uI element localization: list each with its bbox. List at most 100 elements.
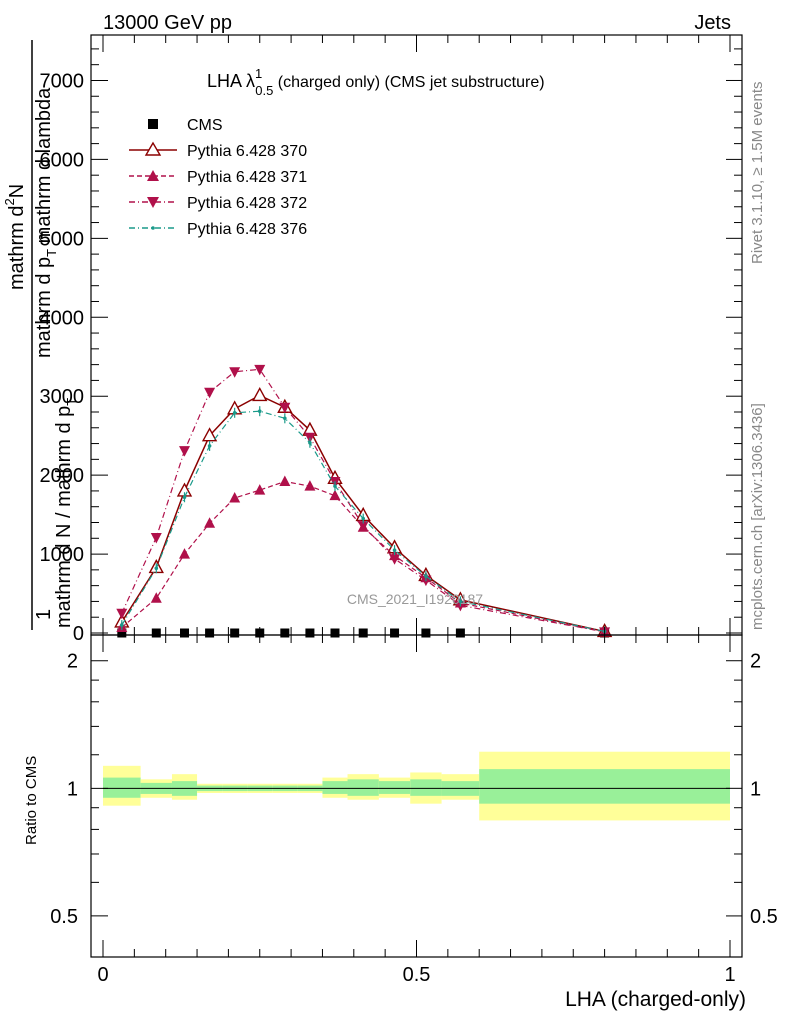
ylabel-denominator-dp: mathrm d pT mathrm d lambda	[33, 87, 59, 358]
data-point	[283, 416, 287, 421]
data-point	[150, 592, 162, 603]
data-point	[180, 628, 190, 638]
data-point	[179, 446, 191, 457]
data-point	[357, 521, 369, 532]
ratio-y-axis-label: Ratio to CMS	[23, 756, 40, 845]
ytick-label: 6000	[40, 149, 85, 171]
data-point	[361, 516, 366, 521]
ylabel-fraction-den-text: mathrm d N / mathrm d p	[53, 406, 75, 628]
ratio-band-inner	[347, 779, 379, 796]
data-point	[358, 628, 368, 638]
data-point	[390, 628, 400, 638]
data-point	[458, 599, 463, 604]
plot-title-main: LHA λ	[207, 71, 255, 91]
data-point	[229, 367, 241, 378]
legend-label: Pythia 6.428 370	[187, 143, 307, 160]
legend-label: CMS	[187, 117, 223, 134]
series-4	[120, 406, 607, 637]
data-point	[204, 387, 216, 399]
ylabel-numerator-sup: 2	[2, 198, 17, 205]
ratio-ytick-label-right: 2	[750, 651, 761, 673]
ratio-ytick-label: 0.5	[50, 906, 78, 928]
legend-marker	[148, 119, 158, 129]
data-point	[150, 532, 162, 544]
ratio-band-inner	[103, 777, 141, 798]
ratio-ytick-label-right: 0.5	[750, 906, 778, 928]
axis-ticks: 0 1000 2000 3000 4000 5000 6000 7000 0.5 0.5 1 1 2 2 0…	[40, 35, 778, 986]
plot-title-rest: (charged only) (CMS jet substructure)	[273, 74, 544, 91]
legend-entry: Pythia 6.428 372	[129, 195, 307, 212]
ytick-label: 1000	[40, 544, 85, 566]
legend-label: Pythia 6.428 376	[187, 221, 307, 238]
data-point	[280, 628, 290, 638]
data-point	[116, 608, 128, 620]
ylabel-denominator-sub: T	[44, 249, 59, 257]
data-point	[182, 495, 187, 500]
ytick-label: 7000	[40, 70, 85, 92]
data-point	[204, 517, 216, 528]
header-right: Jets	[694, 12, 731, 34]
legend-entry: Pythia 6.428 370	[129, 141, 307, 160]
series-line	[121, 410, 605, 633]
data-point	[279, 402, 291, 414]
data-point	[304, 480, 316, 491]
ratio-uncertainty-bands	[103, 751, 730, 821]
legend-marker	[151, 226, 155, 230]
legend-entry: CMS	[148, 117, 223, 134]
ylabel-numerator: mathrm d2N	[2, 184, 28, 290]
ratio-ytick-label: 2	[67, 651, 78, 673]
data-point	[455, 628, 465, 638]
data-point	[333, 484, 337, 488]
data-point	[257, 409, 262, 413]
ytick-label: 0	[73, 623, 84, 645]
data-point	[205, 628, 215, 638]
ratio-ytick-label: 1	[67, 778, 78, 800]
ylabel-fraction-den-sub: T	[64, 398, 79, 406]
mcplots-label: mcplots.cern.ch [arXiv:1306.3436]	[749, 403, 766, 630]
series-line	[121, 394, 605, 633]
series-layer	[114, 364, 613, 638]
ylabel-denominator-rest: mathrm d lambda	[33, 87, 55, 249]
series-2	[116, 475, 611, 637]
data-point	[279, 475, 291, 486]
ytick-label: 3000	[40, 386, 85, 408]
plot-title-sub: 0.5	[255, 83, 273, 98]
ratio-ytick-label-right: 1	[750, 778, 761, 800]
data-point	[424, 574, 428, 578]
ytick-label: 5000	[40, 228, 85, 250]
data-point	[252, 386, 268, 402]
plot-title-sup: 1	[255, 66, 262, 81]
xtick-label: 0	[97, 964, 108, 986]
legend-marker	[144, 141, 162, 156]
analysis-watermark: CMS_2021_I1920187	[347, 591, 483, 607]
legend-marker	[147, 170, 159, 181]
data-point	[330, 628, 340, 638]
data-point	[254, 484, 266, 495]
ylabel-fraction-one: 1	[33, 609, 55, 620]
data-point	[392, 548, 397, 552]
data-point	[232, 410, 237, 415]
header-left: 13000 GeV pp	[103, 12, 232, 34]
data-point	[421, 628, 431, 638]
legend-label: Pythia 6.428 372	[187, 195, 307, 212]
ylabel-denominator-text: mathrm d p	[33, 257, 55, 358]
x-axis-label: LHA (charged-only)	[565, 988, 746, 1011]
ylabel-denominator: 1	[33, 609, 55, 620]
ylabel-fraction-den: mathrm d N / mathrm d pT	[53, 398, 79, 628]
data-point	[207, 444, 212, 448]
data-point	[305, 628, 315, 638]
series-0	[117, 628, 610, 638]
plot-title: LHA λ1 0.5 (charged only) (CMS jet substr…	[207, 66, 545, 98]
ratio-band-inner	[322, 781, 348, 794]
legend-entry: Pythia 6.428 376	[129, 221, 307, 238]
xtick-label: 1	[724, 964, 735, 986]
ratio-band-inner	[378, 781, 411, 794]
legend-entry: Pythia 6.428 371	[129, 169, 307, 186]
series-line	[121, 480, 605, 633]
ytick-label: 2000	[40, 465, 85, 487]
ytick-label: 4000	[40, 307, 85, 329]
data-point	[254, 364, 266, 376]
data-point	[120, 623, 124, 627]
rivet-version-label: Rivet 3.1.10, ≥ 1.5M events	[749, 82, 766, 265]
